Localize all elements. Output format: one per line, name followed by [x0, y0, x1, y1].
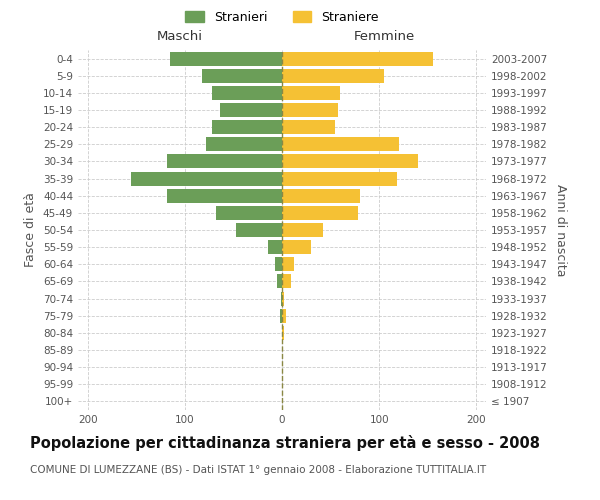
Bar	[268, 240, 282, 254]
Bar	[282, 292, 284, 306]
Bar	[282, 326, 284, 340]
Bar	[282, 206, 358, 220]
Bar	[282, 86, 340, 100]
Bar	[167, 188, 282, 202]
Bar	[282, 52, 433, 66]
Bar	[281, 292, 282, 306]
Bar	[202, 68, 282, 82]
Bar	[131, 172, 282, 185]
Bar	[282, 274, 291, 288]
Bar	[282, 120, 335, 134]
Bar	[282, 172, 397, 185]
Bar	[282, 240, 311, 254]
Bar	[216, 206, 282, 220]
Text: Maschi: Maschi	[157, 30, 203, 43]
Bar	[282, 103, 338, 117]
Bar	[275, 258, 282, 272]
Text: Popolazione per cittadinanza straniera per età e sesso - 2008: Popolazione per cittadinanza straniera p…	[30, 435, 540, 451]
Bar	[236, 223, 282, 237]
Bar	[212, 120, 282, 134]
Bar	[282, 308, 286, 322]
Bar	[220, 103, 282, 117]
Bar	[170, 52, 282, 66]
Bar	[206, 138, 282, 151]
Bar	[282, 68, 384, 82]
Bar	[277, 274, 282, 288]
Bar	[282, 188, 360, 202]
Text: Femmine: Femmine	[353, 30, 415, 43]
Bar	[282, 223, 323, 237]
Bar	[167, 154, 282, 168]
Bar	[280, 308, 282, 322]
Text: COMUNE DI LUMEZZANE (BS) - Dati ISTAT 1° gennaio 2008 - Elaborazione TUTTITALIA.: COMUNE DI LUMEZZANE (BS) - Dati ISTAT 1°…	[30, 465, 486, 475]
Legend: Stranieri, Straniere: Stranieri, Straniere	[180, 6, 384, 29]
Bar	[282, 138, 398, 151]
Y-axis label: Anni di nascita: Anni di nascita	[554, 184, 567, 276]
Bar	[282, 258, 293, 272]
Bar	[212, 86, 282, 100]
Y-axis label: Fasce di età: Fasce di età	[25, 192, 37, 268]
Bar	[282, 154, 418, 168]
